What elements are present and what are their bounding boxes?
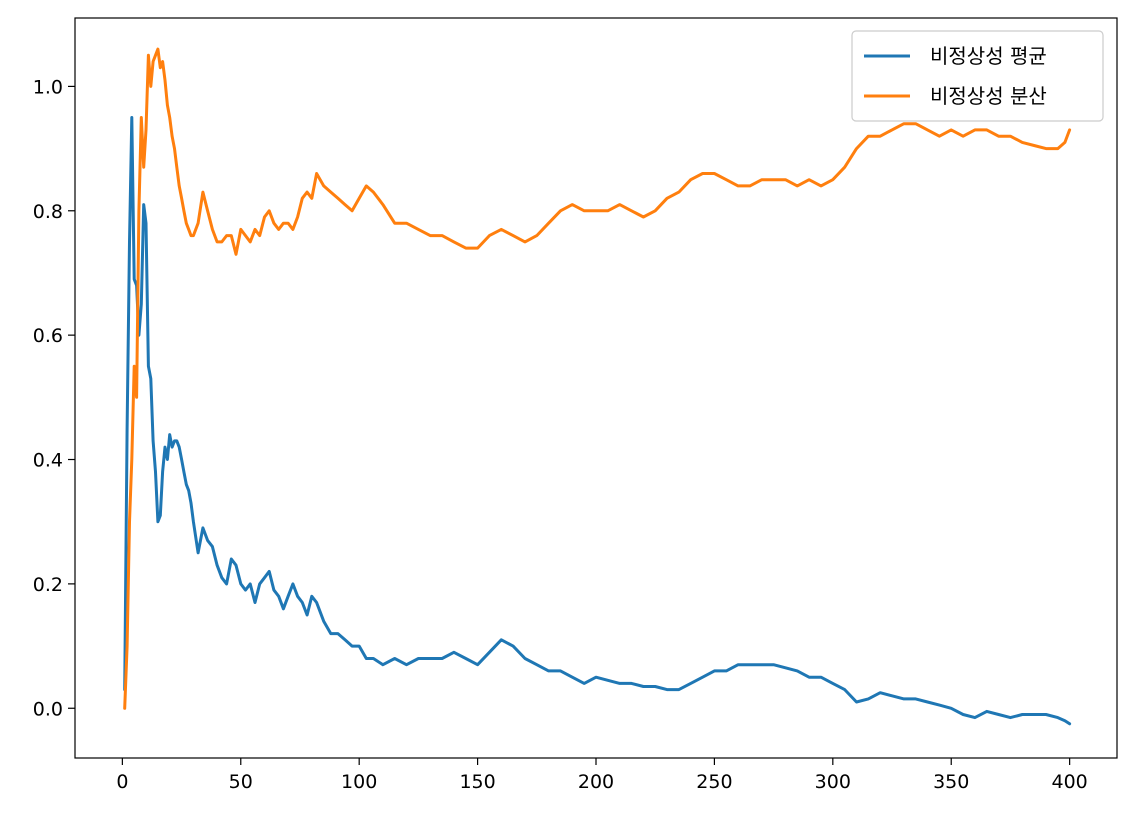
series-layer [123, 47, 1072, 726]
x-tick-label: 250 [696, 771, 732, 793]
x-tick-label: 100 [341, 771, 377, 793]
series-line-mean [123, 116, 1072, 726]
x-tick-label: 400 [1052, 771, 1088, 793]
y-tick-label: 0.4 [33, 450, 63, 472]
legend-label-variance: 비정상성 분산 [930, 84, 1047, 108]
x-tick-label: 150 [459, 771, 495, 793]
y-tick-label: 0.0 [33, 698, 63, 720]
x-axis: 0 50 100 150 200 250 300 350 400 [116, 758, 1088, 793]
y-axis: 0.0 0.2 0.4 0.6 0.8 1.0 [33, 76, 75, 720]
x-tick-label: 300 [815, 771, 851, 793]
x-tick-label: 350 [933, 771, 969, 793]
y-tick-label: 0.8 [33, 201, 63, 223]
y-tick-label: 0.6 [33, 325, 63, 347]
x-tick-label: 50 [229, 771, 253, 793]
y-tick-label: 0.2 [33, 574, 63, 596]
x-tick-label: 0 [116, 771, 128, 793]
legend-label-mean: 비정상성 평균 [930, 44, 1047, 68]
legend: 비정상성 평균 비정상성 분산 [851, 30, 1104, 122]
legend-box [851, 30, 1104, 122]
x-tick-label: 200 [578, 771, 614, 793]
y-tick-label: 1.0 [33, 76, 63, 98]
series-line-variance [123, 47, 1072, 710]
